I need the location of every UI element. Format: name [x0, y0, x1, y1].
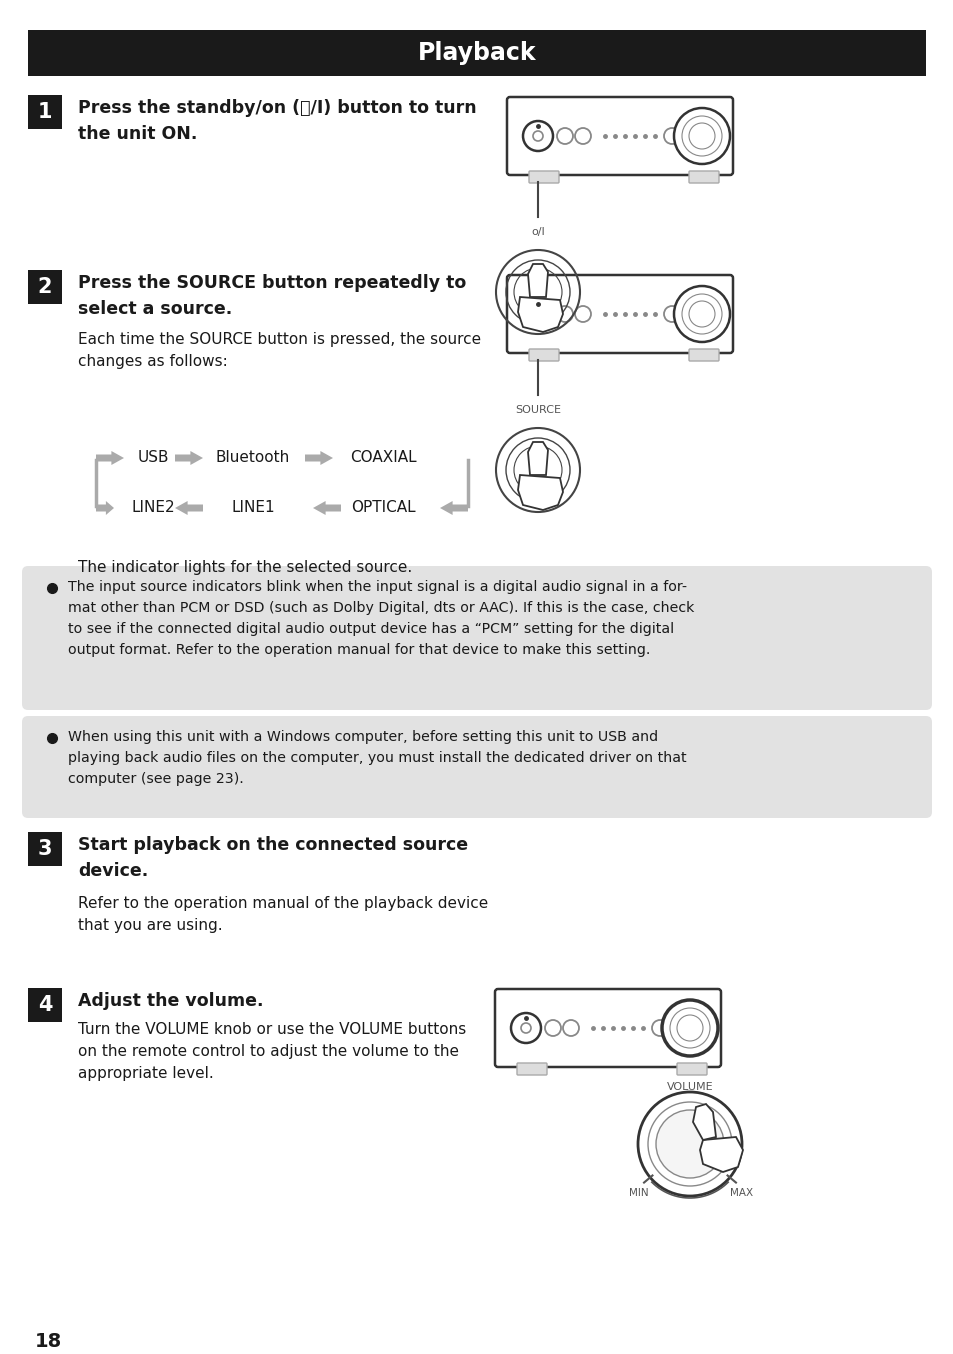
- Circle shape: [575, 306, 590, 322]
- FancyBboxPatch shape: [677, 1063, 706, 1075]
- Text: 3: 3: [38, 839, 52, 858]
- Circle shape: [651, 1020, 667, 1036]
- Circle shape: [522, 121, 553, 152]
- Text: 18: 18: [35, 1332, 62, 1351]
- Circle shape: [544, 1020, 560, 1036]
- Text: that you are using.: that you are using.: [78, 918, 222, 933]
- Text: COAXIAL: COAXIAL: [350, 451, 416, 466]
- Text: select a source.: select a source.: [78, 301, 232, 318]
- Text: the unit ON.: the unit ON.: [78, 125, 197, 144]
- Text: MIN: MIN: [628, 1187, 647, 1198]
- Bar: [28, 988, 62, 1022]
- FancyBboxPatch shape: [688, 349, 719, 362]
- FancyBboxPatch shape: [529, 171, 558, 183]
- Text: changes as follows:: changes as follows:: [78, 353, 228, 370]
- Text: Bluetooth: Bluetooth: [215, 451, 290, 466]
- Polygon shape: [692, 1104, 716, 1140]
- Circle shape: [673, 108, 729, 164]
- Text: playing back audio files on the computer, you must install the dedicated driver : playing back audio files on the computer…: [68, 751, 686, 765]
- Polygon shape: [439, 501, 468, 515]
- Polygon shape: [96, 501, 113, 515]
- Polygon shape: [700, 1137, 742, 1173]
- Polygon shape: [305, 451, 333, 464]
- Text: mat other than PCM or DSD (such as Dolby Digital, dts or AAC). If this is the ca: mat other than PCM or DSD (such as Dolby…: [68, 601, 694, 615]
- FancyBboxPatch shape: [22, 566, 931, 709]
- Circle shape: [520, 1024, 531, 1033]
- Text: When using this unit with a Windows computer, before setting this unit to USB an: When using this unit with a Windows comp…: [68, 730, 658, 743]
- Circle shape: [661, 1001, 718, 1056]
- Text: Press the SOURCE button repeatedly to: Press the SOURCE button repeatedly to: [78, 274, 466, 292]
- Circle shape: [522, 299, 553, 329]
- FancyBboxPatch shape: [529, 349, 558, 362]
- Text: Adjust the volume.: Adjust the volume.: [78, 992, 263, 1010]
- Text: MAX: MAX: [729, 1187, 753, 1198]
- Text: USB: USB: [137, 451, 169, 466]
- Circle shape: [673, 286, 729, 343]
- Text: LINE1: LINE1: [231, 501, 274, 516]
- Polygon shape: [527, 441, 547, 475]
- FancyBboxPatch shape: [495, 988, 720, 1067]
- Text: Playback: Playback: [417, 41, 536, 65]
- Text: VOLUME: VOLUME: [666, 1082, 713, 1091]
- FancyBboxPatch shape: [506, 275, 732, 353]
- Text: output format. Refer to the operation manual for that device to make this settin: output format. Refer to the operation ma…: [68, 643, 650, 657]
- Polygon shape: [313, 501, 340, 515]
- Bar: [28, 30, 925, 76]
- Bar: [28, 269, 62, 305]
- Polygon shape: [174, 501, 203, 515]
- FancyBboxPatch shape: [22, 716, 931, 818]
- Polygon shape: [96, 451, 124, 464]
- Text: Turn the VOLUME knob or use the VOLUME buttons: Turn the VOLUME knob or use the VOLUME b…: [78, 1022, 466, 1037]
- Text: LINE2: LINE2: [132, 501, 174, 516]
- Text: The input source indicators blink when the input signal is a digital audio signa: The input source indicators blink when t…: [68, 580, 686, 594]
- Text: OPTICAL: OPTICAL: [351, 501, 415, 516]
- Text: 4: 4: [38, 995, 52, 1016]
- Circle shape: [663, 306, 679, 322]
- Circle shape: [562, 1020, 578, 1036]
- Circle shape: [557, 306, 573, 322]
- Text: Press the standby/on (⏻/I) button to turn: Press the standby/on (⏻/I) button to tur…: [78, 99, 476, 116]
- Polygon shape: [517, 475, 562, 510]
- Circle shape: [575, 129, 590, 144]
- Bar: [28, 831, 62, 867]
- Text: 1: 1: [38, 102, 52, 122]
- Text: computer (see page 23).: computer (see page 23).: [68, 772, 244, 787]
- FancyBboxPatch shape: [506, 97, 732, 175]
- Circle shape: [656, 1110, 723, 1178]
- Circle shape: [663, 129, 679, 144]
- Text: Each time the SOURCE button is pressed, the source: Each time the SOURCE button is pressed, …: [78, 332, 480, 347]
- Polygon shape: [527, 264, 547, 297]
- Text: SOURCE: SOURCE: [515, 405, 560, 414]
- Text: 2: 2: [38, 278, 52, 297]
- Text: on the remote control to adjust the volume to the: on the remote control to adjust the volu…: [78, 1044, 458, 1059]
- FancyBboxPatch shape: [688, 171, 719, 183]
- Text: to see if the connected digital audio output device has a “PCM” setting for the : to see if the connected digital audio ou…: [68, 621, 674, 636]
- FancyBboxPatch shape: [517, 1063, 546, 1075]
- Text: Start playback on the connected source: Start playback on the connected source: [78, 835, 468, 854]
- Circle shape: [533, 131, 542, 141]
- Circle shape: [557, 129, 573, 144]
- Text: The indicator lights for the selected source.: The indicator lights for the selected so…: [78, 561, 412, 575]
- Text: device.: device.: [78, 862, 148, 880]
- Circle shape: [533, 309, 542, 320]
- Text: Refer to the operation manual of the playback device: Refer to the operation manual of the pla…: [78, 896, 488, 911]
- Polygon shape: [174, 451, 203, 464]
- Bar: [28, 95, 62, 129]
- Text: appropriate level.: appropriate level.: [78, 1066, 213, 1080]
- Text: o/I: o/I: [531, 227, 544, 237]
- Polygon shape: [517, 297, 562, 332]
- Circle shape: [511, 1013, 540, 1043]
